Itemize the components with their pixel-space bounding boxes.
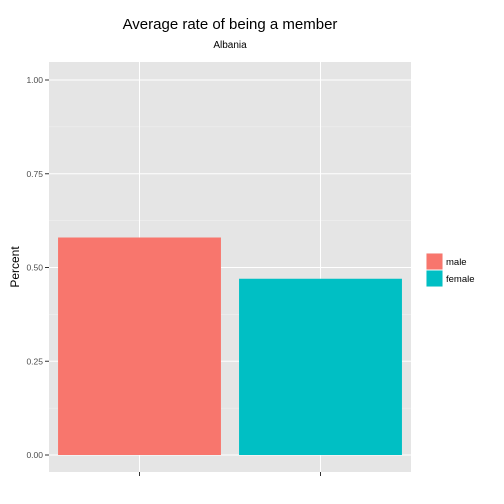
y-axis: 0.00 0.25 0.50 0.75 1.00 <box>26 75 49 460</box>
bars <box>58 237 402 455</box>
y-tick-label: 0.25 <box>26 356 43 366</box>
y-axis-title: Percent <box>8 246 22 288</box>
y-tick-label: 0.50 <box>26 263 43 273</box>
legend: male female <box>425 252 475 288</box>
bar-male <box>58 237 221 455</box>
bar-female <box>239 278 402 455</box>
x-axis <box>139 472 321 476</box>
legend-swatch-female <box>426 270 443 287</box>
y-tick-label: 0.00 <box>26 450 43 460</box>
legend-label-female: female <box>446 274 475 285</box>
y-tick-label: 0.75 <box>26 169 43 179</box>
y-tick-label: 1.00 <box>26 75 43 85</box>
legend-swatch-male <box>426 253 443 270</box>
chart-subtitle: Albania <box>213 40 247 51</box>
chart-title: Average rate of being a member <box>123 16 338 33</box>
legend-label-male: male <box>446 257 467 268</box>
